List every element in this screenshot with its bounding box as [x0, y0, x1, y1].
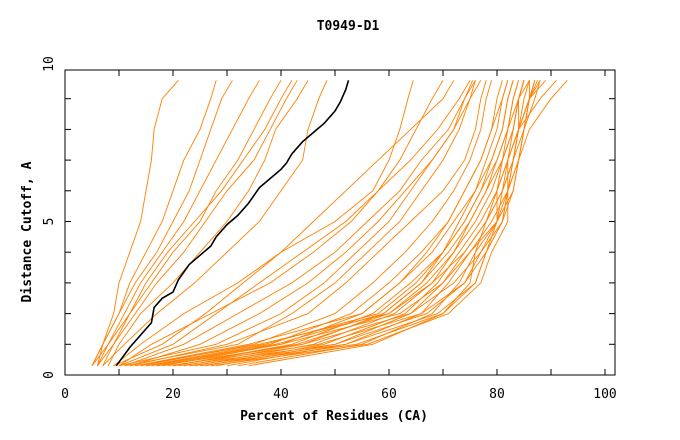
y-tick-label: 5 — [42, 218, 57, 226]
model-series-line-36 — [118, 80, 471, 367]
model-series-line-31 — [210, 80, 568, 367]
series-layer — [91, 80, 568, 367]
model-series-line-19 — [205, 80, 530, 367]
model-series-line-3 — [91, 80, 233, 367]
model-series-line-7 — [91, 80, 293, 367]
y-tick-label: 10 — [42, 56, 57, 72]
model-series-line-15 — [162, 80, 509, 367]
x-tick-label: 40 — [273, 387, 289, 402]
model-series-line-4 — [96, 80, 260, 367]
x-tick-label: 20 — [165, 387, 181, 402]
x-axis-label: Percent of Residues (CA) — [240, 409, 428, 424]
model-series-line-27 — [167, 80, 541, 367]
highlight-series-line — [115, 80, 350, 367]
model-series-line-8 — [107, 80, 309, 367]
x-tick-label: 60 — [381, 387, 397, 402]
model-series-line-9 — [102, 80, 328, 367]
model-series-line-33 — [118, 80, 474, 367]
model-series-line-41 — [172, 80, 525, 367]
y-tick-label: 0 — [42, 371, 57, 379]
model-series-line-1 — [91, 80, 179, 367]
model-series-line-40 — [156, 80, 520, 367]
x-tick-label: 0 — [61, 387, 69, 402]
model-series-line-13 — [140, 80, 493, 367]
model-series-line-5 — [97, 80, 282, 367]
tick-labels: 0 20 40 60 80 100 0 5 10 — [42, 56, 617, 402]
plot-frame — [64, 69, 616, 376]
y-axis-label: Distance Cutoff, A — [20, 161, 35, 302]
model-series-line-29 — [189, 80, 546, 367]
model-series-line-38 — [135, 80, 509, 367]
model-series-line-11 — [118, 80, 444, 367]
model-series-line-39 — [145, 80, 514, 367]
model-series-line-30 — [199, 80, 557, 367]
model-series-line-26 — [156, 80, 536, 367]
model-series-line-35 — [124, 80, 476, 367]
ticks-layer — [64, 70, 615, 376]
x-tick-label: 80 — [489, 387, 505, 402]
model-series-line-20 — [216, 80, 536, 367]
chart-title: T0949-D1 — [317, 19, 380, 34]
model-series-line-37 — [113, 80, 455, 367]
x-tick-label: 100 — [593, 387, 616, 402]
model-series-line-6 — [102, 80, 298, 367]
model-series-line-32 — [124, 80, 476, 367]
model-series-line-23 — [248, 80, 525, 367]
model-series-line-34 — [129, 80, 482, 367]
model-series-line-12 — [129, 80, 487, 367]
model-series-line-10 — [113, 80, 414, 367]
